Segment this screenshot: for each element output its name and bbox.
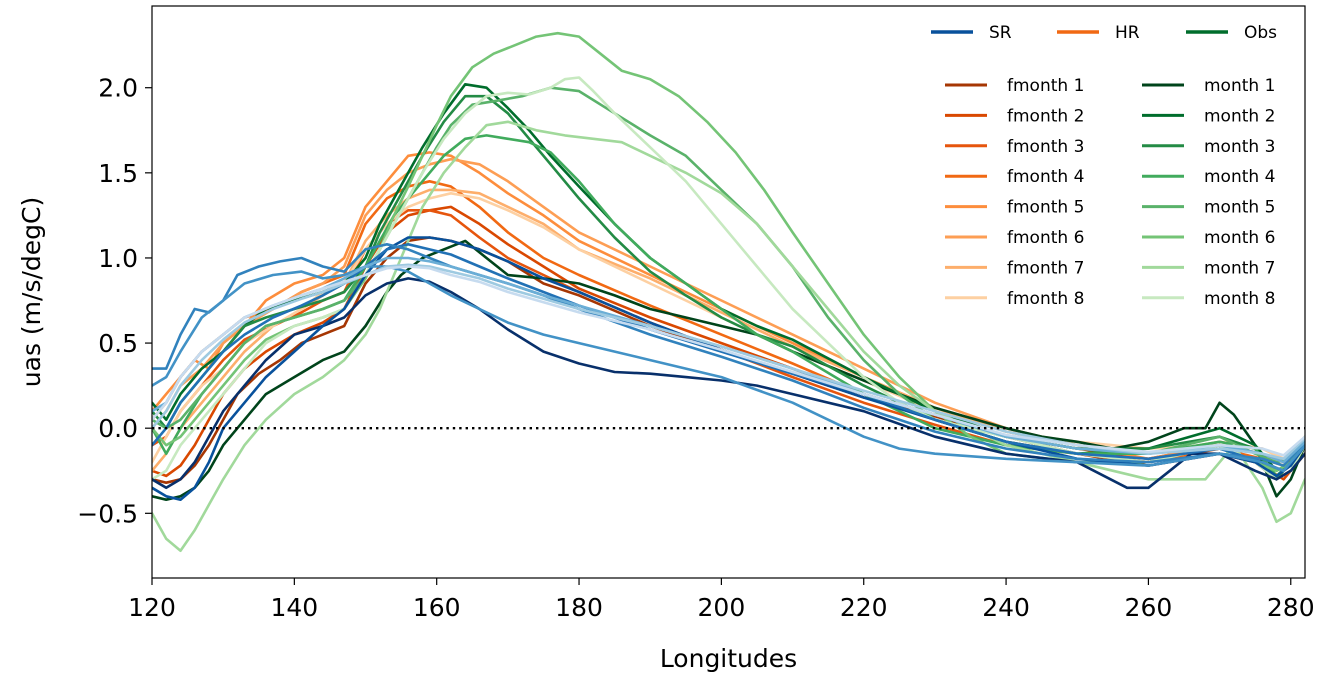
- legend-label-fmonth-6: fmonth 6: [1007, 228, 1084, 248]
- legend-label-month-3: month 3: [1204, 137, 1275, 157]
- x-tick-label: 260: [1125, 593, 1173, 622]
- plot-frame: [151, 5, 1306, 579]
- series-line-month-4: [152, 134, 1305, 478]
- series-line-sr-8: [152, 265, 1305, 457]
- legend-label-month-4: month 4: [1204, 167, 1275, 187]
- legend-label-fmonth-3: fmonth 3: [1007, 137, 1084, 157]
- x-tick-label: 140: [270, 593, 318, 622]
- plot-series: [152, 31, 1305, 553]
- x-tick-label: 180: [555, 593, 603, 622]
- x-tick-label: 240: [982, 593, 1030, 622]
- series-line-fmonth-3: [152, 209, 1305, 473]
- legend-label-fmonth-5: fmonth 5: [1007, 198, 1084, 218]
- series-line-sr-1: [152, 277, 1305, 490]
- y-tick-label: 2.0: [98, 74, 138, 103]
- legend: SR HR Obs fmonth 1 fmonth 2 fmonth 3 fmonth 4 f…: [931, 23, 1277, 309]
- series-line-sr-5: [152, 265, 1305, 473]
- legend-label-month-7: month 7: [1204, 258, 1275, 278]
- y-tick-label: 1.0: [98, 244, 138, 273]
- x-tick-label: 120: [128, 593, 176, 622]
- x-axis-label: Longitudes: [660, 644, 797, 673]
- legend-label-month-8: month 8: [1204, 289, 1275, 309]
- y-tick-label: 0.5: [98, 329, 138, 358]
- legend-label-hr: HR: [1115, 23, 1140, 43]
- legend-label-month-5: month 5: [1204, 198, 1275, 218]
- legend-label-fmonth-8: fmonth 8: [1007, 289, 1084, 309]
- series-line-fmonth-2: [152, 205, 1305, 481]
- legend-label-obs: Obs: [1244, 23, 1277, 43]
- series-line-month-1: [152, 239, 1305, 501]
- series-line-month-6: [152, 31, 1305, 473]
- legend-label-month-6: month 6: [1204, 228, 1275, 248]
- series-line-sr-3: [152, 243, 1305, 473]
- x-tick-label: 160: [413, 593, 461, 622]
- y-tick-label: 1.5: [98, 159, 138, 188]
- legend-label-fmonth-2: fmonth 2: [1007, 106, 1084, 126]
- legend-label-sr: SR: [989, 23, 1012, 43]
- y-tick-label: 0.0: [98, 414, 138, 443]
- axis-ticks: 120 140 160 180 200 220 240 260 280 −0.5 0.0 0.5 1.0…: [77, 74, 1314, 622]
- y-tick-label: −0.5: [77, 499, 138, 528]
- legend-label-fmonth-4: fmonth 4: [1007, 167, 1084, 187]
- x-tick-label: 280: [1267, 593, 1315, 622]
- y-axis-label: uas (m/s/degC): [17, 197, 46, 387]
- legend-label-fmonth-1: fmonth 1: [1007, 76, 1084, 96]
- x-tick-label: 220: [840, 593, 888, 622]
- legend-label-month-1: month 1: [1204, 76, 1275, 96]
- legend-label-month-2: month 2: [1204, 106, 1275, 126]
- x-tick-label: 200: [698, 593, 746, 622]
- legend-label-fmonth-7: fmonth 7: [1007, 258, 1084, 278]
